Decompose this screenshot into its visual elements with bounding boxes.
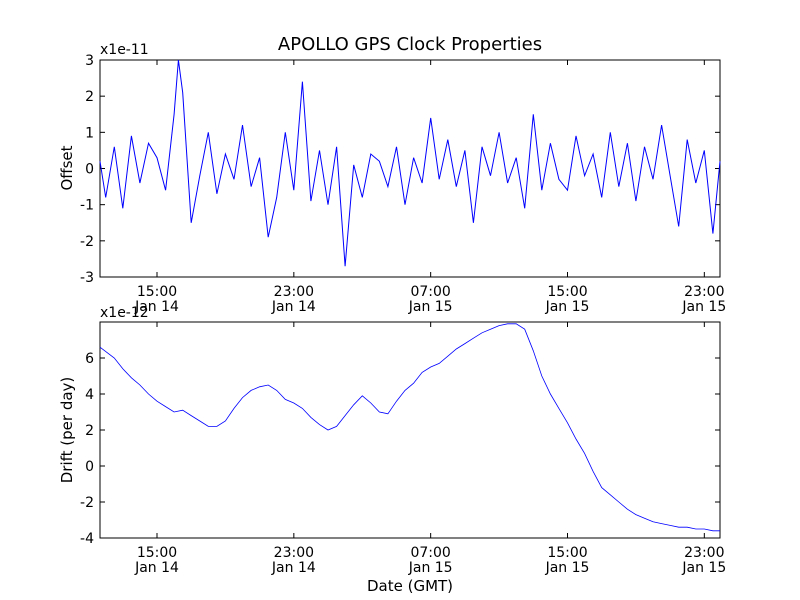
drift-y-tick-label: 4: [85, 387, 94, 403]
offset-plot-frame: [99, 59, 721, 278]
offset-x-tick-label-date: Jan 14: [134, 299, 179, 315]
offset-x-tick-label-time: 15:00: [547, 284, 587, 300]
drift-x-tick-label-time: 15:00: [137, 545, 177, 561]
offset-x-tick-label-time: 23:00: [684, 284, 724, 300]
drift-y-tick-label: -2: [80, 495, 94, 511]
drift-x-tick-label-date: Jan 14: [134, 560, 179, 576]
drift-x-axis-label: Date (GMT): [367, 577, 453, 595]
drift-x-tick-label-date: Jan 15: [408, 560, 453, 576]
offset-x-tick-label-date: Jan 15: [545, 299, 590, 315]
drift-y-axis-label: Drift (per day): [58, 377, 76, 484]
offset-y-tick-label: 3: [85, 53, 94, 69]
drift-series-line: [99, 323, 720, 532]
offset-y-axis-label: Offset: [58, 145, 76, 190]
offset-x-tick-label-time: 15:00: [137, 284, 177, 300]
drift-y-multiplier: x1e-12: [100, 305, 149, 321]
drift-x-tick-label-date: Jan 15: [545, 560, 590, 576]
drift-x-tick-label-time: 23:00: [274, 545, 314, 561]
offset-y-tick-label: 2: [85, 89, 94, 105]
drift-y-ticks: -4 -2 0 2 4 6: [80, 351, 720, 547]
drift-y-tick-label: -4: [80, 531, 94, 547]
offset-series-line: [99, 59, 721, 267]
offset-x-tick-label-time: 23:00: [274, 284, 314, 300]
offset-x-tick-label-date: Jan 15: [408, 299, 453, 315]
drift-x-tick-label-date: Jan 15: [681, 560, 726, 576]
drift-plot-frame: [99, 321, 721, 539]
drift-y-tick-label: 0: [85, 459, 94, 475]
offset-y-tick-label: 1: [85, 125, 94, 141]
offset-y-tick-label: -1: [80, 198, 94, 214]
drift-y-tick-label: 2: [85, 423, 94, 439]
drift-x-tick-label-time: 07:00: [410, 545, 450, 561]
offset-y-tick-label: 0: [85, 162, 94, 178]
drift-y-tick-label: 6: [85, 351, 94, 367]
chart-title: APOLLO GPS Clock Properties: [278, 34, 542, 55]
offset-x-tick-label-time: 07:00: [410, 284, 450, 300]
offset-x-tick-label-date: Jan 15: [681, 299, 726, 315]
drift-x-tick-label-date: Jan 14: [271, 560, 316, 576]
offset-y-tick-label: -2: [80, 234, 94, 250]
offset-x-tick-label-date: Jan 14: [271, 299, 316, 315]
offset-y-tick-label: -3: [80, 270, 94, 286]
drift-x-tick-label-time: 15:00: [547, 545, 587, 561]
drift-x-tick-label-time: 23:00: [684, 545, 724, 561]
offset-y-multiplier: x1e-11: [100, 42, 149, 58]
